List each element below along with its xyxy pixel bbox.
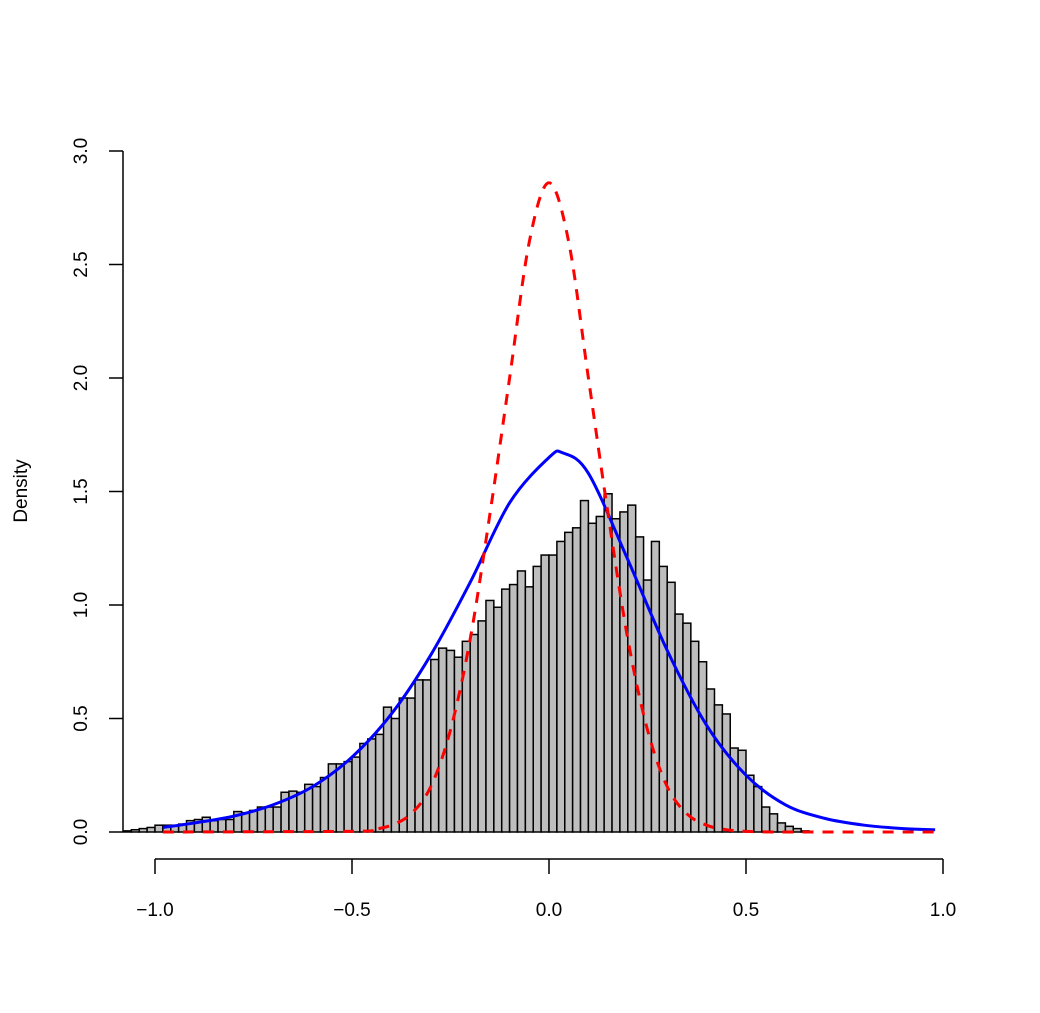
histogram-bar <box>571 527 582 833</box>
histogram-bar <box>493 606 503 833</box>
histogram-bar <box>500 588 511 833</box>
histogram-bar <box>579 499 590 833</box>
histogram-bar <box>674 613 684 833</box>
histogram-bar <box>548 554 558 833</box>
blue-density-curve <box>162 449 936 832</box>
y-tick-label: 0.0 <box>71 819 92 845</box>
histogram-bar <box>146 826 156 833</box>
histogram-bar <box>587 522 598 833</box>
histogram-bar <box>682 622 692 833</box>
histogram-bar <box>209 819 219 833</box>
x-tick-label: 0.0 <box>536 900 562 921</box>
histogram-bar <box>138 827 148 833</box>
histogram-bar <box>697 661 708 833</box>
y-tick-label: 1.5 <box>71 478 92 504</box>
histogram-bar <box>713 704 724 833</box>
histogram-bar <box>248 809 259 833</box>
histogram-bar <box>319 776 330 833</box>
histogram-bar <box>335 763 345 833</box>
histogram-bar <box>130 828 140 833</box>
histogram-bar <box>524 586 534 833</box>
histogram-bar <box>603 493 613 833</box>
histogram-bar <box>374 733 385 833</box>
red-dashed-density-curve <box>162 181 936 834</box>
histogram-bar <box>311 785 322 833</box>
y-tick-label: 2.0 <box>71 365 92 391</box>
x-tick-label: −0.5 <box>333 900 371 921</box>
histogram-bar <box>422 679 432 833</box>
histogram-bar <box>367 738 377 833</box>
histogram-bar <box>540 554 550 833</box>
y-tick-label: 1.0 <box>71 592 92 618</box>
x-axis: −1.0 −0.5 0.0 0.5 1.0 <box>136 858 956 921</box>
histogram-bar <box>469 633 479 833</box>
x-tick-label: 0.5 <box>733 900 759 921</box>
histogram-bar <box>272 806 282 833</box>
histogram-bar <box>406 697 416 833</box>
histogram-bar <box>477 620 487 833</box>
histogram-bar <box>556 540 566 833</box>
histogram-bar <box>658 565 668 833</box>
histogram-bar <box>398 697 408 833</box>
histogram-bar <box>642 579 653 833</box>
histogram-bar <box>382 706 393 833</box>
histogram-bar <box>737 749 747 833</box>
histogram-bar <box>445 649 456 833</box>
histogram-bar <box>154 824 164 833</box>
histogram-bar <box>532 565 542 833</box>
histogram-bar <box>745 774 755 833</box>
histogram-bar <box>437 647 448 833</box>
y-tick-label: 0.5 <box>71 705 92 731</box>
histogram-bar <box>611 517 621 833</box>
histogram-bar <box>225 818 235 833</box>
y-tick-label: 2.5 <box>71 251 92 277</box>
histogram-bar <box>240 811 251 833</box>
histogram-bar <box>485 599 495 833</box>
histogram-bar <box>792 827 802 833</box>
histogram-bar <box>595 515 605 833</box>
histogram-bars <box>122 493 810 833</box>
histogram-bar <box>650 540 661 833</box>
histogram-bar <box>761 806 771 833</box>
histogram-bar <box>564 531 574 833</box>
histogram-bar <box>430 658 440 833</box>
histogram-bar <box>768 813 779 833</box>
histogram-bar <box>359 742 369 833</box>
histogram-bar <box>461 640 471 833</box>
histogram-bar <box>343 760 353 833</box>
histogram-bar <box>217 818 227 833</box>
histogram-bar <box>690 640 700 833</box>
histogram-bar <box>516 570 527 833</box>
histogram-bar <box>508 583 519 833</box>
y-tick-label: 3.0 <box>71 138 92 164</box>
histogram-bar <box>666 581 676 833</box>
y-axis: 0.0 0.5 1.0 1.5 2.0 2.5 3.0 <box>71 138 124 845</box>
histogram-bar <box>705 688 716 833</box>
x-tick-label: −1.0 <box>136 900 174 921</box>
histogram-bar <box>721 713 731 833</box>
histogram-bar <box>453 656 464 833</box>
histogram-bar <box>264 806 274 833</box>
x-tick-label: 1.0 <box>930 900 956 921</box>
y-axis-title: Density <box>11 459 32 523</box>
histogram-bar <box>390 717 401 833</box>
histogram-bar <box>351 756 361 833</box>
histogram-bar <box>296 791 306 833</box>
histogram-bar <box>753 785 763 833</box>
histogram-bar <box>122 830 133 833</box>
